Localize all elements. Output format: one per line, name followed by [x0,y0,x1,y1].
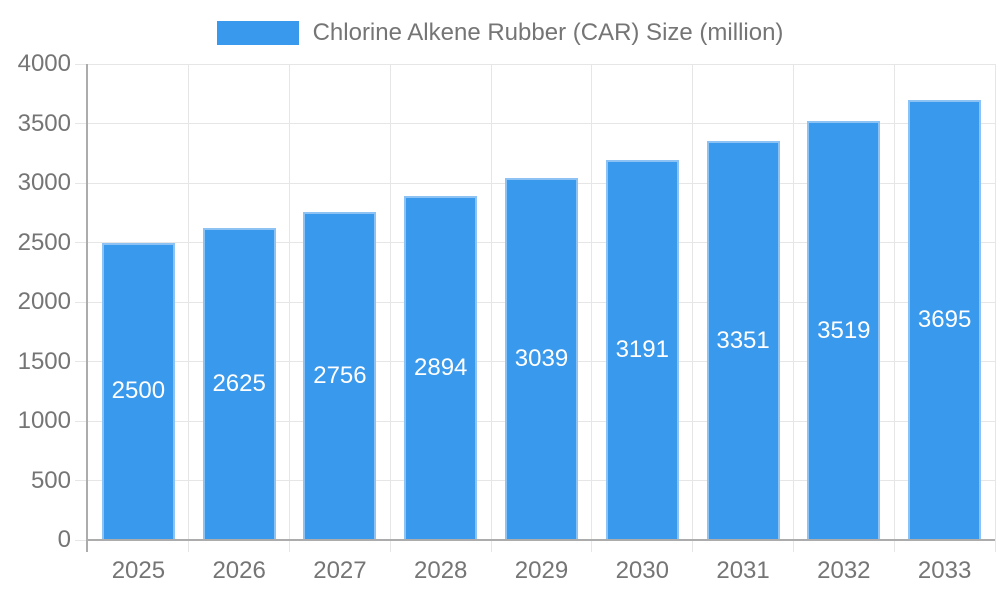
x-axis-tick-label: 2026 [212,557,266,584]
y-axis-tick-label: 1500 [17,347,71,375]
x-axis-tick-label: 2033 [917,557,972,584]
plot-area: 0 500 1000 1500 2000 2500 3000 3500 4000 2500 2025… [18,50,996,584]
bar-2030[interactable] [605,160,679,540]
gridline-vertical [490,64,492,540]
gridline-horizontal [88,123,995,124]
bar-2032[interactable] [807,121,881,540]
y-axis-tick [75,301,88,303]
gridline-horizontal [88,63,995,65]
x-axis-baseline [88,539,995,541]
y-axis-tick [75,361,88,362]
y-axis-tick-label: 4000 [17,50,71,77]
x-axis-tick-label: 2031 [716,557,770,584]
x-axis-tick-label: 2028 [414,557,468,584]
x-axis-tick [591,540,593,552]
gridline-vertical [289,64,291,540]
y-axis-tick [75,539,88,541]
x-axis-tick [389,540,391,552]
bar-2033[interactable] [908,100,982,540]
x-axis-tick-label: 2032 [817,557,871,584]
y-axis-tick [75,480,88,481]
y-axis-tick-label: 3500 [17,109,71,137]
bar-2029[interactable] [505,178,578,540]
x-axis-tick-label: 2027 [313,557,367,584]
y-axis-tick [75,420,88,422]
legend-label: Chlorine Alkene Rubber (CAR) Size (milli… [312,19,784,46]
y-axis-tick-label: 2500 [17,228,71,256]
y-axis-tick-label: 2000 [17,288,71,315]
x-axis-tick-label: 2030 [615,557,669,584]
x-axis-tick [792,540,794,552]
y-axis-tick-label: 0 [57,526,71,553]
x-axis-tick-label: 2025 [111,557,166,584]
y-axis-tick [75,182,88,184]
gridline-vertical [188,64,190,540]
x-axis-tick [490,540,492,552]
bar-2031[interactable] [706,141,780,540]
x-axis-tick [692,540,694,552]
x-axis-tick [188,540,190,552]
gridline-vertical [389,64,391,540]
x-axis-tick [893,540,895,552]
x-axis-tick [994,540,996,552]
x-axis-tick-label: 2029 [514,557,569,584]
y-axis-tick [75,63,88,65]
bar-2028[interactable] [404,195,478,540]
gridline-vertical [692,64,694,540]
bar-2027[interactable] [303,212,377,540]
gridline-vertical [893,64,895,540]
gridline-vertical [792,64,794,540]
bar-2026[interactable] [202,227,276,540]
gridline-vertical [994,64,996,540]
y-axis-tick [75,242,88,243]
y-axis-tick-label: 500 [30,466,71,494]
legend-swatch-icon [216,21,299,45]
y-axis-line [86,64,88,552]
x-axis-tick [289,540,291,552]
gridline-vertical [591,64,593,540]
y-axis-tick [75,123,88,124]
legend[interactable]: Chlorine Alkene Rubber (CAR) Size (milli… [0,16,1000,50]
y-axis-tick-label: 3000 [17,169,71,196]
y-axis-tick-label: 1000 [17,407,71,434]
bar-2025[interactable] [101,242,175,540]
